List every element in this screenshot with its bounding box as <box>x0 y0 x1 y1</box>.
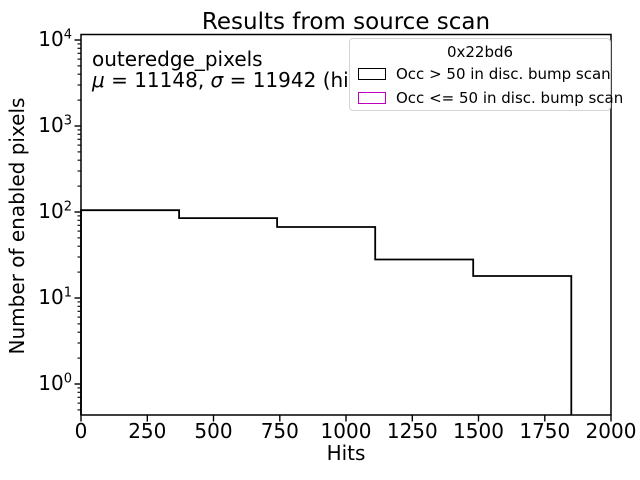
legend-row: Occ <= 50 in disc. bump scan <box>350 86 623 110</box>
y-tick-label: 100 <box>38 371 72 395</box>
annotation-stats-segment: = 11942 (hits) <box>223 68 375 92</box>
x-axis-label: Hits <box>326 441 366 465</box>
legend: 0x22bd6 Occ > 50 in disc. bump scan Occ … <box>349 38 623 111</box>
x-tick-label: 1000 <box>320 419 372 443</box>
annotation-stats-segment: σ <box>210 68 224 92</box>
x-tick-label: 0 <box>74 419 88 443</box>
legend-swatch-magenta <box>358 92 386 104</box>
chart-title: Results from source scan <box>201 9 491 35</box>
annotation-stats-segment: = 11148, <box>104 68 211 92</box>
legend-entry-label: Occ > 50 in disc. bump scan <box>396 65 611 83</box>
y-tick-label: 101 <box>38 285 72 309</box>
annotation-dataset-name: outeredge_pixels <box>92 47 263 71</box>
y-tick-label: 104 <box>38 27 72 51</box>
y-axis-label: Number of enabled pixels <box>5 97 29 355</box>
legend-entry-label: Occ <= 50 in disc. bump scan <box>396 89 624 107</box>
legend-swatch-black <box>358 68 386 80</box>
annotation-stats: μ = 11148, σ = 11942 (hits) <box>92 70 375 91</box>
x-tick-label: 2000 <box>585 419 637 443</box>
x-tick-label: 1750 <box>519 419 571 443</box>
x-tick-label: 1250 <box>386 419 438 443</box>
legend-title: 0x22bd6 <box>446 43 514 61</box>
legend-row: Occ > 50 in disc. bump scan <box>350 62 611 86</box>
x-tick-label: 1500 <box>453 419 504 443</box>
y-tick-label: 102 <box>38 199 72 223</box>
x-tick-label: 250 <box>128 419 167 443</box>
x-tick-label: 500 <box>194 419 233 443</box>
x-tick-label: 750 <box>260 419 299 443</box>
y-tick-label: 103 <box>38 113 72 137</box>
histogram-step-line <box>80 209 573 415</box>
annotation-stats-segment: μ <box>92 68 105 92</box>
